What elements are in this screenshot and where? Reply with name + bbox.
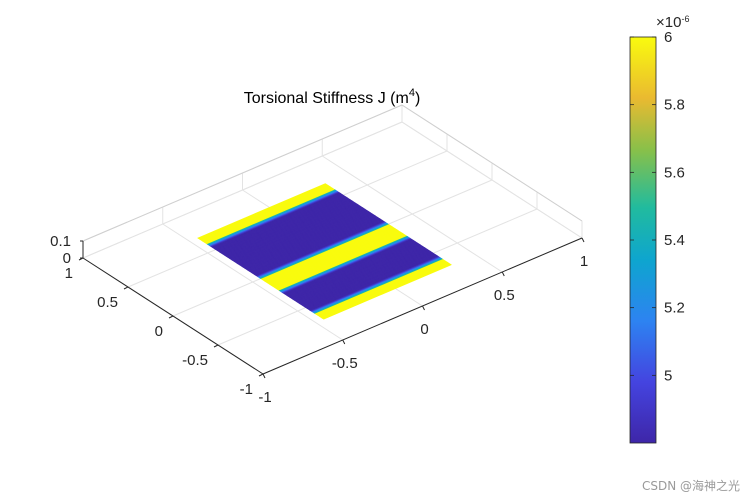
x-tick-label: 1 bbox=[580, 253, 588, 270]
z-tick-label: 0 bbox=[63, 250, 71, 267]
colorbar-tick-label: 5.4 bbox=[664, 232, 685, 249]
x-tick-label: -1 bbox=[258, 389, 271, 406]
y-tick-label: 1 bbox=[65, 265, 73, 282]
x-tick-mark bbox=[501, 271, 505, 277]
y-tick-mark bbox=[258, 373, 264, 377]
x-tick-mark bbox=[342, 339, 346, 345]
x-tick-mark bbox=[422, 305, 425, 311]
y-tick-mark bbox=[168, 315, 174, 319]
z-tick-label: 0.1 bbox=[50, 233, 71, 250]
colorbar-tick-label: 5.2 bbox=[664, 300, 685, 317]
surface-strip bbox=[197, 183, 327, 239]
colorbar-exponent-base: ×10 bbox=[656, 14, 681, 31]
chart-title-superscript: 4 bbox=[409, 87, 415, 99]
x-tick-mark bbox=[262, 373, 266, 379]
colorbar-exponent: ×10-6 bbox=[656, 14, 689, 31]
x-tick-label: -0.5 bbox=[332, 355, 358, 372]
y-tick-label: -0.5 bbox=[182, 352, 208, 369]
y-tick-label: -1 bbox=[240, 381, 253, 398]
back-wall-gridline-z bbox=[82, 121, 403, 259]
side-wall-gridline-z bbox=[401, 121, 583, 239]
y-tick-mark bbox=[123, 286, 129, 290]
chart-title: Torsional Stiffness J (m4) bbox=[244, 87, 421, 107]
x-tick-mark bbox=[581, 237, 585, 243]
wall-top-edge bbox=[401, 104, 583, 222]
y-tick-mark bbox=[213, 344, 219, 348]
watermark: CSDN @海神之光 bbox=[642, 478, 740, 493]
y-tick-label: 0 bbox=[155, 323, 163, 340]
x-tick-label: 0.5 bbox=[494, 287, 515, 304]
y-tick-label: 0.5 bbox=[97, 294, 118, 311]
colorbar-exponent-power: -6 bbox=[681, 14, 689, 24]
colorbar-gradient bbox=[629, 36, 657, 444]
chart-title-text: Torsional Stiffness J (m bbox=[244, 90, 409, 107]
chart-title-suffix: ) bbox=[415, 90, 420, 107]
colorbar-tick-label: 6 bbox=[664, 29, 672, 46]
colorbar-tick-label: 5.6 bbox=[664, 164, 685, 181]
surface-plot bbox=[197, 183, 452, 320]
colorbar-tick-label: 5 bbox=[664, 367, 672, 384]
colorbar-tick-label: 5.8 bbox=[664, 97, 685, 114]
colorbar: ×10-6 5 5.2 5.4 5.6 5.8 6 bbox=[629, 14, 689, 444]
x-tick-label: 0 bbox=[420, 321, 428, 338]
wall-top-edge bbox=[82, 104, 403, 242]
